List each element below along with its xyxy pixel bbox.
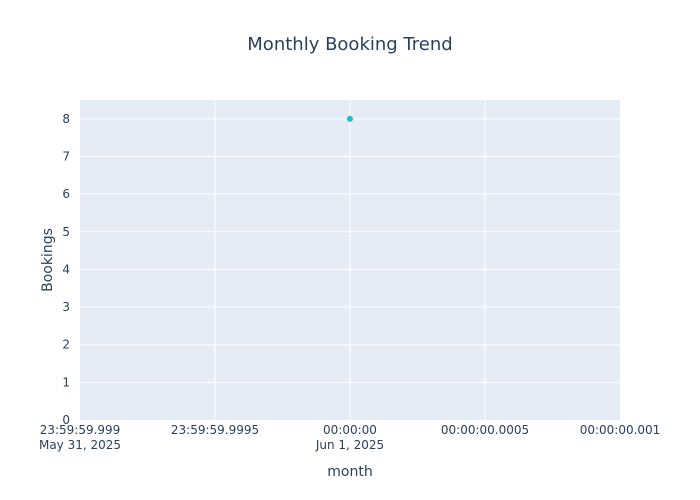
y-tick-label: 0 <box>62 413 70 427</box>
x-axis-title: month <box>327 464 372 480</box>
data-points <box>347 115 353 122</box>
y-tick-label: 7 <box>62 149 70 163</box>
y-tick-label: 1 <box>62 375 70 389</box>
y-tick-label: 6 <box>62 187 70 201</box>
chart-title: Monthly Booking Trend <box>247 34 452 55</box>
x-tick-label: 00:00:00 <box>323 423 377 437</box>
y-tick-label: 3 <box>62 300 70 314</box>
x-tick-date-label: Jun 1, 2025 <box>315 438 384 452</box>
grid <box>80 100 620 420</box>
x-tick-label: 00:00:00.001 <box>580 423 661 437</box>
y-tick-label: 4 <box>62 262 70 276</box>
x-tick-label: 23:59:59.999 <box>40 423 121 437</box>
x-tick-date-label: May 31, 2025 <box>39 438 121 452</box>
y-tick-label: 5 <box>62 225 70 239</box>
y-tick-labels: 0 1 2 3 4 5 6 7 8 <box>62 112 70 427</box>
y-tick-label: 2 <box>62 338 70 352</box>
y-axis-title: Bookings <box>40 228 56 292</box>
x-tick-label: 00:00:00.0005 <box>441 423 529 437</box>
x-tick-label: 23:59:59.9995 <box>171 423 259 437</box>
y-tick-label: 8 <box>62 112 70 126</box>
data-point <box>347 115 353 122</box>
